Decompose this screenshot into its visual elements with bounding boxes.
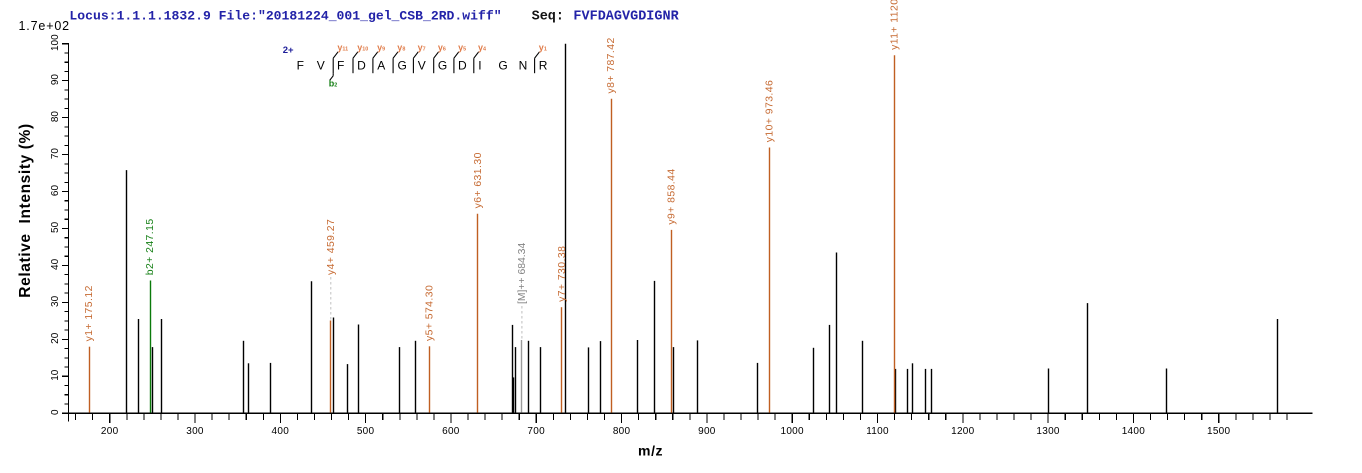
svg-text:60: 60 — [50, 185, 61, 197]
svg-text:N: N — [519, 59, 528, 73]
svg-text:y10+ 973.46: y10+ 973.46 — [765, 80, 776, 142]
svg-text:y4+ 459.27: y4+ 459.27 — [326, 219, 337, 275]
svg-text:1.7e+02: 1.7e+02 — [19, 19, 70, 33]
svg-text:G: G — [438, 59, 447, 73]
svg-text:300: 300 — [186, 426, 204, 437]
svg-text:G: G — [498, 59, 507, 73]
svg-text:Relative Intensity (%): Relative Intensity (%) — [17, 123, 34, 297]
svg-text:y11+ 1120.57: y11+ 1120.57 — [890, 0, 901, 50]
svg-text:10: 10 — [50, 369, 61, 381]
svg-text:40: 40 — [50, 258, 61, 270]
svg-text:FVFDAGVGDIGNR: FVFDAGVGDIGNR — [573, 10, 679, 25]
svg-text:1200: 1200 — [951, 426, 975, 437]
svg-text:V: V — [317, 59, 325, 73]
svg-text:50: 50 — [50, 221, 61, 233]
svg-text:y11: y11 — [337, 42, 348, 52]
svg-text:70: 70 — [50, 148, 61, 160]
svg-text:y8+ 787.42: y8+ 787.42 — [606, 37, 617, 93]
svg-text:2+: 2+ — [283, 45, 294, 56]
svg-text:m/z: m/z — [638, 442, 663, 458]
svg-text:800: 800 — [613, 426, 631, 437]
svg-text:F: F — [297, 59, 304, 73]
svg-text:1100: 1100 — [866, 426, 889, 437]
svg-text:y6: y6 — [438, 42, 446, 52]
svg-text:1500: 1500 — [1207, 426, 1231, 437]
svg-text:y9+ 858.44: y9+ 858.44 — [667, 168, 678, 224]
svg-text:V: V — [418, 59, 426, 73]
svg-text:1300: 1300 — [1036, 426, 1060, 437]
svg-text:200: 200 — [101, 426, 119, 437]
svg-text:D: D — [458, 59, 467, 73]
svg-text:y5+ 574.30: y5+ 574.30 — [425, 285, 436, 341]
svg-text:700: 700 — [527, 426, 545, 437]
svg-text:90: 90 — [50, 74, 61, 86]
svg-text:A: A — [377, 59, 385, 73]
svg-text:y6+ 631.30: y6+ 631.30 — [473, 152, 484, 208]
svg-text:y5: y5 — [458, 42, 466, 52]
svg-text:y7+ 730.38: y7+ 730.38 — [557, 246, 568, 302]
svg-text:y1: y1 — [539, 42, 547, 52]
svg-text:[M]++ 684.34: [M]++ 684.34 — [517, 243, 528, 304]
svg-text:0: 0 — [50, 409, 61, 415]
svg-text:y7: y7 — [418, 42, 426, 52]
svg-text:1400: 1400 — [1122, 426, 1146, 437]
svg-text:100: 100 — [50, 34, 61, 51]
svg-text:400: 400 — [272, 426, 290, 437]
svg-text:Seq:: Seq: — [532, 10, 564, 25]
svg-text:F: F — [337, 59, 344, 73]
svg-text:y9: y9 — [377, 42, 385, 52]
svg-text:Locus:1.1.1.1832.9 File:"20181: Locus:1.1.1.1832.9 File:"20181224_001_ge… — [69, 9, 501, 24]
svg-text:20: 20 — [50, 332, 61, 344]
svg-text:I: I — [478, 59, 481, 73]
svg-text:80: 80 — [50, 111, 61, 123]
svg-text:G: G — [398, 59, 407, 73]
svg-text:y1+ 175.12: y1+ 175.12 — [84, 285, 95, 341]
svg-text:y8: y8 — [397, 42, 405, 52]
svg-text:600: 600 — [442, 426, 460, 437]
svg-text:b2: b2 — [329, 78, 338, 88]
svg-text:y10: y10 — [357, 42, 368, 52]
svg-text:1000: 1000 — [781, 426, 805, 437]
svg-text:R: R — [539, 59, 548, 73]
svg-text:500: 500 — [357, 426, 375, 437]
svg-text:b2+ 247.15: b2+ 247.15 — [145, 218, 156, 275]
svg-text:y4: y4 — [478, 42, 486, 52]
svg-text:900: 900 — [698, 426, 716, 437]
svg-text:D: D — [357, 59, 366, 73]
svg-text:30: 30 — [50, 295, 61, 307]
